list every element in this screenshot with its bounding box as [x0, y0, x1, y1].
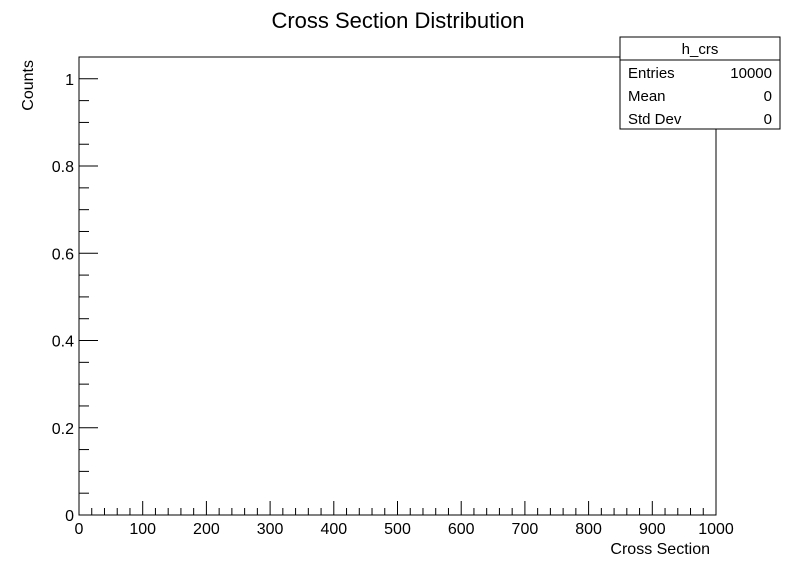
y-tick-label: 1 [65, 72, 74, 89]
x-tick-label: 600 [448, 521, 475, 538]
y-axis: 0 0.2 0.4 0.6 0.8 1 [52, 56, 98, 525]
y-tick-label: 0.2 [52, 421, 74, 438]
y-tick-label: 0.6 [52, 246, 74, 263]
x-tick-label: 800 [575, 521, 602, 538]
x-tick-label: 1000 [698, 521, 734, 538]
y-axis-label: Counts [20, 60, 37, 111]
stats-box-frame [619, 36, 781, 130]
stats-stddev-value: 0 [764, 111, 772, 128]
stats-stddev-label: Std Dev [628, 111, 682, 128]
stats-box-title: h_crs [682, 41, 719, 58]
x-tick-label: 100 [129, 521, 156, 538]
x-axis: 0 100 200 300 400 500 600 700 800 900 1000 [75, 501, 734, 538]
chart-title: Cross Section Distribution [271, 8, 524, 33]
x-tick-label: 300 [257, 521, 284, 538]
stats-entries-label: Entries [628, 65, 675, 82]
stats-mean-label: Mean [628, 88, 666, 105]
y-tick-label: 0.8 [52, 159, 74, 176]
y-tick-label: 0 [65, 508, 74, 525]
stats-mean-value: 0 [764, 88, 772, 105]
stats-box: h_crs Entries 10000 Mean 0 Std Dev 0 [619, 36, 781, 130]
x-tick-label: 500 [384, 521, 411, 538]
x-tick-label: 900 [639, 521, 666, 538]
x-axis-label: Cross Section [610, 541, 710, 558]
x-tick-label: 400 [320, 521, 347, 538]
stats-entries-value: 10000 [730, 65, 772, 82]
x-tick-label: 200 [193, 521, 220, 538]
x-tick-label: 0 [75, 521, 84, 538]
x-tick-label: 700 [512, 521, 539, 538]
y-tick-label: 0.4 [52, 334, 74, 351]
